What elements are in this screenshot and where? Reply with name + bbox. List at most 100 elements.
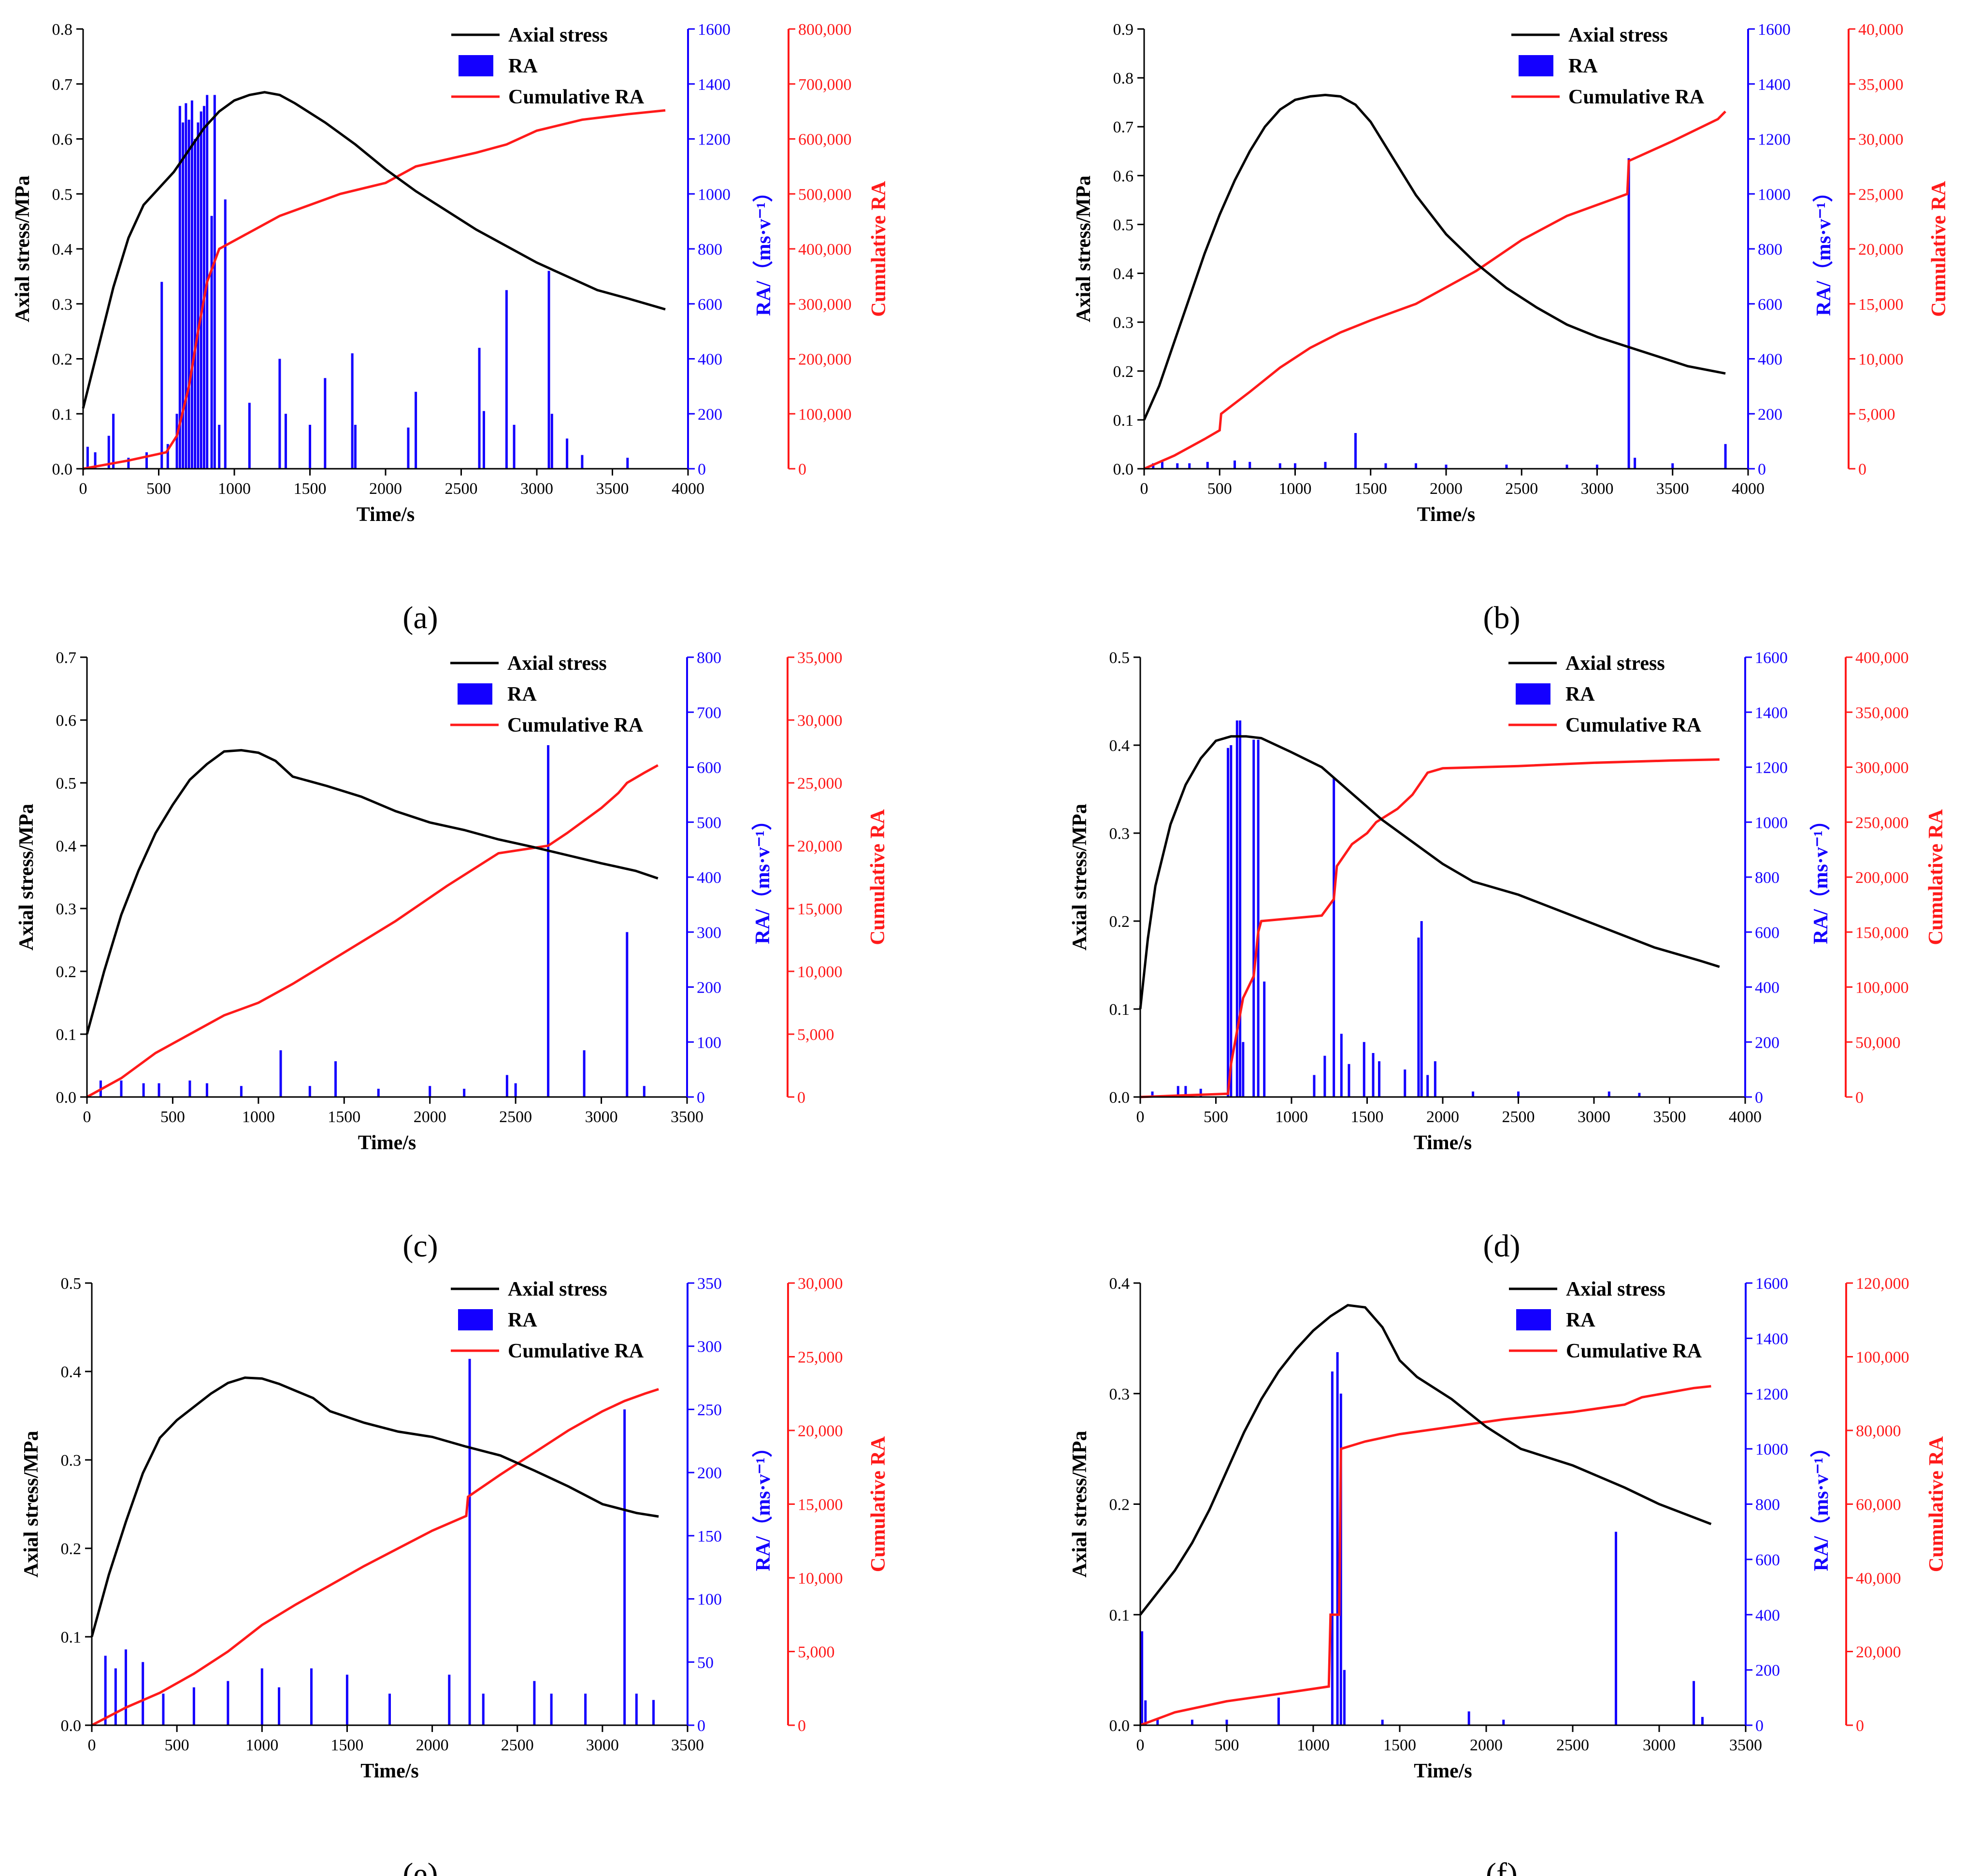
cum-tick-label: 30,000 [798, 1275, 843, 1293]
x-tick-label: 3500 [1653, 1108, 1686, 1126]
ra-bar [309, 425, 311, 469]
x-tick-label: 1000 [245, 1736, 278, 1754]
ra-bar [1607, 1091, 1610, 1097]
x-tick-label: 0 [79, 480, 87, 498]
ra-tick-label: 300 [697, 924, 721, 942]
cum-tick-label: 35,000 [797, 649, 843, 667]
ra-bar [1333, 778, 1335, 1097]
ra-tick-label: 600 [697, 759, 721, 777]
ra-bar [107, 435, 110, 469]
ra-tick-label: 1400 [698, 76, 731, 94]
cum-tick-label: 150,000 [1855, 924, 1909, 942]
legend-ra-swatch [1516, 1309, 1551, 1330]
ra-tick-label: 200 [697, 979, 721, 997]
x-tick-label: 3500 [671, 1736, 704, 1754]
ra-bar [1225, 1719, 1228, 1725]
y-axis-title-ra: RA/（ms·v⁻¹） [752, 182, 775, 316]
ra-bar [583, 1050, 586, 1097]
y-axis-title-ra: RA/（ms·v⁻¹） [1812, 182, 1835, 316]
panel-label: (a) [402, 600, 438, 635]
x-axis-title: Time/s [1417, 504, 1476, 526]
ra-bar [468, 1358, 471, 1725]
legend-ra-swatch [458, 1309, 493, 1330]
cumulative-ra-line [1143, 110, 1726, 470]
y-tick-label: 0.7 [56, 649, 77, 667]
ra-bar [1417, 938, 1420, 1097]
ra-bar [1627, 158, 1630, 469]
ra-bar [166, 444, 169, 469]
y-tick-label: 0.4 [1109, 737, 1130, 755]
cum-tick-label: 400,000 [798, 241, 852, 259]
ra-bar [1323, 1055, 1326, 1097]
x-axis-title: Time/s [1414, 1760, 1472, 1782]
cum-tick-label: 30,000 [797, 712, 843, 730]
ra-bar [1336, 1352, 1339, 1725]
ra-bar [1199, 1088, 1202, 1097]
x-tick-label: 500 [1215, 1736, 1239, 1754]
y-tick-label: 0.5 [1109, 649, 1130, 667]
ra-bar [505, 1075, 508, 1097]
ra-bar [1184, 1086, 1187, 1097]
ra-bar [1434, 1061, 1436, 1097]
ra-bar [1161, 462, 1163, 469]
cum-tick-label: 25,000 [1858, 186, 1904, 203]
cum-tick-label: 40,000 [1858, 21, 1904, 39]
x-axis-title: Time/s [357, 504, 415, 526]
y-tick-label: 0.3 [52, 296, 73, 314]
chart-panel-a: 0 500 1000 1500 2000 2500 3000 3500 40000.00.10.… [12, 21, 890, 635]
chart-panel-b: 0 500 1000 1500 2000 2500 3000 3500 40000.00.10.… [1073, 21, 1950, 635]
x-tick-label: 2000 [416, 1736, 449, 1754]
cum-tick-label: 0 [1856, 1717, 1864, 1735]
y-axis-title-ra: RA/（ms·v⁻¹） [1809, 810, 1832, 944]
ra-tick-label: 200 [1755, 1034, 1779, 1052]
ra-bar [278, 1687, 281, 1725]
y-tick-label: 0.1 [52, 405, 73, 423]
cum-tick-label: 250,000 [1855, 814, 1909, 832]
x-tick-label: 4000 [1729, 1108, 1762, 1126]
cum-tick-label: 10,000 [798, 1570, 843, 1587]
y-tick-label: 0.0 [56, 1089, 77, 1107]
x-tick-label: 3500 [1656, 480, 1689, 498]
y-tick-label: 0.6 [56, 712, 77, 730]
x-tick-label: 0 [88, 1736, 96, 1754]
legend-stress-label: Axial stress [1566, 1278, 1665, 1300]
ra-bar [205, 1083, 208, 1097]
ra-bar [224, 199, 227, 469]
ra-bar [1502, 1719, 1505, 1725]
legend-ra-swatch [1519, 55, 1553, 76]
axial-stress-line [82, 91, 666, 409]
x-tick-label: 2000 [414, 1108, 446, 1126]
cum-tick-label: 15,000 [798, 1496, 843, 1514]
y-tick-label: 0.2 [1109, 913, 1130, 931]
ra-bar [324, 378, 327, 469]
x-tick-label: 4000 [672, 480, 704, 498]
y-axis-title-ra: RA/（ms·v⁻¹） [751, 810, 774, 944]
ra-bar [197, 122, 200, 469]
y-tick-label: 0.0 [1113, 461, 1134, 478]
cum-tick-label: 10,000 [797, 963, 843, 981]
legend-ra-label: RA [508, 1309, 537, 1331]
y-tick-label: 0.2 [61, 1540, 82, 1558]
ra-bar [279, 1050, 282, 1097]
ra-bar [448, 1674, 451, 1725]
x-tick-label: 2500 [499, 1108, 532, 1126]
cum-tick-label: 800,000 [798, 21, 852, 39]
x-tick-label: 3500 [671, 1108, 703, 1126]
ra-tick-label: 100 [697, 1034, 721, 1052]
y-tick-label: 0.3 [56, 900, 77, 918]
ra-bar [1404, 1069, 1406, 1097]
x-tick-label: 500 [1207, 480, 1232, 498]
ra-bar [1252, 739, 1255, 1097]
y-tick-label: 0.2 [1109, 1496, 1130, 1514]
x-tick-label: 3500 [1729, 1736, 1762, 1754]
ra-bar [1340, 1034, 1343, 1097]
legend-stress-label: Axial stress [507, 652, 607, 675]
ra-bar [1615, 1531, 1617, 1725]
axial-stress-line [1139, 1304, 1712, 1616]
x-tick-label: 500 [146, 480, 171, 498]
ra-bar [145, 452, 148, 469]
x-tick-label: 500 [1204, 1108, 1228, 1126]
y-tick-label: 0.4 [56, 837, 77, 855]
chart-panel-d: 0 500 1000 1500 2000 2500 3000 3500 40000.00.10.… [1069, 649, 1947, 1264]
cum-tick-label: 40,000 [1856, 1570, 1901, 1587]
